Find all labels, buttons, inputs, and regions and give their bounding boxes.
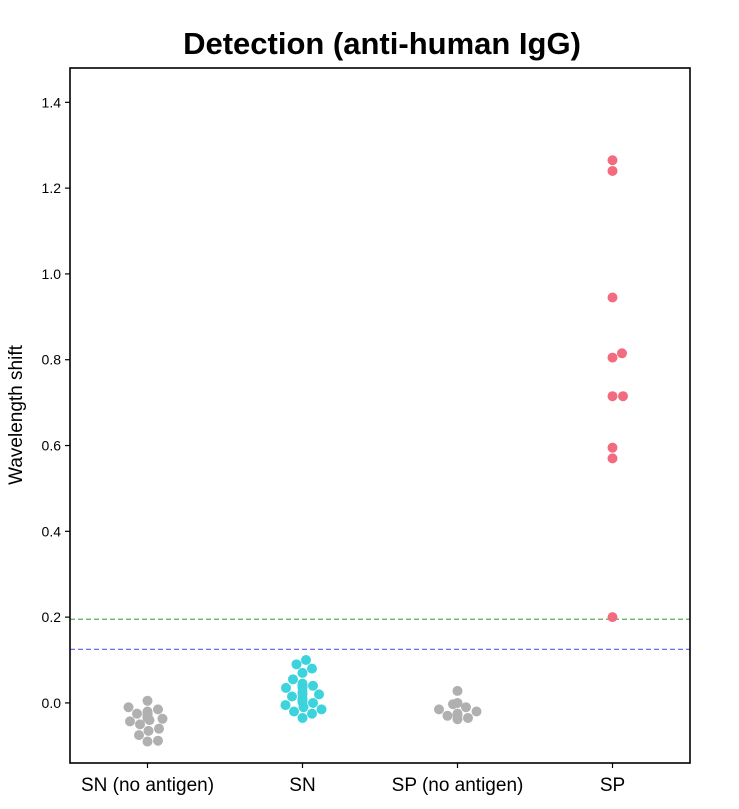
data-point <box>607 453 618 464</box>
x-tick-label: SP <box>600 775 625 796</box>
y-tick-label: 0.2 <box>42 609 62 625</box>
y-tick-label: 1.4 <box>42 94 62 110</box>
data-point <box>301 655 311 666</box>
data-point <box>280 700 291 711</box>
data-point <box>157 713 168 724</box>
data-point <box>307 708 317 719</box>
y-tick-label: 1.2 <box>42 180 62 196</box>
data-point <box>607 292 618 303</box>
data-point <box>607 155 618 166</box>
data-point <box>291 659 302 670</box>
chart-title: Detection (anti-human IgG) <box>183 26 581 61</box>
data-point <box>288 674 298 685</box>
y-tick-label: 0.4 <box>42 523 62 539</box>
data-point <box>607 442 618 453</box>
data-point <box>297 667 308 678</box>
data-point <box>142 695 153 706</box>
x-tick-label: SN <box>289 775 315 796</box>
data-point <box>153 704 163 715</box>
data-point <box>452 697 463 708</box>
data-point <box>287 691 297 702</box>
data-point <box>142 736 153 747</box>
data-point <box>281 682 291 693</box>
reference-lines <box>70 618 690 650</box>
data-point <box>123 702 134 713</box>
data-point <box>142 706 153 717</box>
x-axis-ticks: SN (no antigen) SN SP (no antigen) SP <box>81 763 625 796</box>
data-point <box>463 712 473 723</box>
data-point <box>452 708 463 719</box>
data-point <box>132 708 142 719</box>
y-tick-label: 1.0 <box>42 266 62 282</box>
data-point <box>307 663 317 674</box>
data-point <box>434 704 444 715</box>
data-point <box>607 352 618 363</box>
data-point <box>607 391 618 402</box>
y-axis-label: Wavelength shift <box>6 344 27 484</box>
data-point <box>316 704 327 715</box>
data-point <box>452 685 463 696</box>
data-points <box>123 155 628 747</box>
data-point <box>617 348 627 359</box>
data-point <box>134 730 144 741</box>
data-point <box>607 612 618 623</box>
data-point <box>143 725 154 736</box>
data-point <box>297 678 308 689</box>
y-tick-label: 0.0 <box>42 695 62 711</box>
data-point <box>471 706 482 717</box>
data-point <box>607 165 618 176</box>
data-point <box>308 680 318 691</box>
x-tick-label: SN (no antigen) <box>81 775 214 796</box>
data-point <box>153 735 163 746</box>
data-point <box>297 712 308 723</box>
x-tick-label: SP (no antigen) <box>392 775 524 796</box>
data-point <box>154 723 164 734</box>
data-point <box>314 689 324 700</box>
data-point <box>618 391 628 402</box>
data-point <box>461 702 471 713</box>
data-point <box>308 697 318 708</box>
y-tick-label: 0.8 <box>42 352 62 368</box>
plot-frame <box>69 67 691 764</box>
data-point <box>135 719 145 730</box>
y-axis-ticks: 0.0 0.2 0.4 0.6 0.8 1.0 1.2 1.4 <box>42 94 70 711</box>
data-point <box>442 710 453 721</box>
y-tick-label: 0.6 <box>42 438 62 454</box>
data-point <box>289 706 299 717</box>
data-point <box>125 716 135 727</box>
